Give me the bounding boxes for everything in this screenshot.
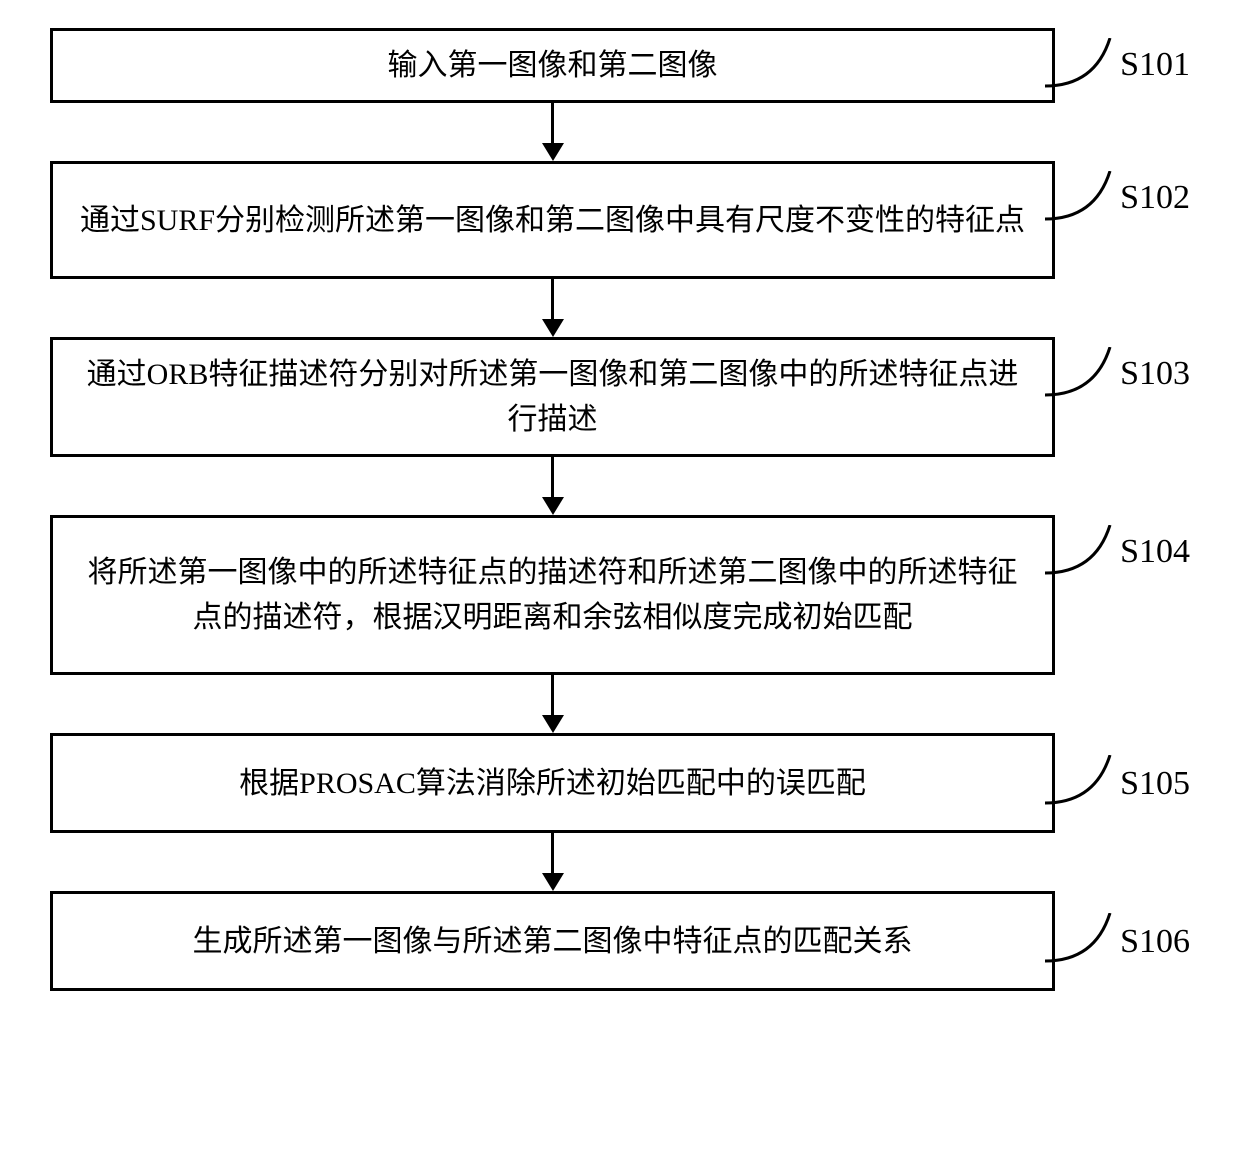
arrow-head-icon	[542, 143, 564, 161]
arrow-line	[551, 675, 554, 717]
flowchart-step-label: S101	[1120, 46, 1190, 84]
arrow-line	[551, 833, 554, 875]
flowchart-arrow	[50, 103, 1055, 161]
flowchart-step-row: 将所述第一图像中的所述特征点的描述符和所述第二图像中的所述特征点的描述符，根据汉…	[50, 515, 1190, 675]
flowchart-step-row: 通过SURF分别检测所述第一图像和第二图像中具有尺度不变性的特征点 S102	[50, 161, 1190, 279]
flowchart-step-label: S105	[1120, 765, 1190, 803]
arrow-head-icon	[542, 873, 564, 891]
arrow-line	[551, 457, 554, 499]
flowchart-step-row: 通过ORB特征描述符分别对所述第一图像和第二图像中的所述特征点进行描述 S103	[50, 337, 1190, 457]
flowchart-arrow	[50, 279, 1055, 337]
flowchart-step-label: S104	[1120, 533, 1190, 571]
arrow-line	[551, 279, 554, 321]
flowchart-step-label: S106	[1120, 923, 1190, 961]
flowchart-arrow	[50, 833, 1055, 891]
flowchart-step-box: 根据PROSAC算法消除所述初始匹配中的误匹配	[50, 733, 1055, 833]
flowchart-step-label: S103	[1120, 355, 1190, 393]
flowchart-step-box: 生成所述第一图像与所述第二图像中特征点的匹配关系	[50, 891, 1055, 991]
flowchart-step-box: 通过ORB特征描述符分别对所述第一图像和第二图像中的所述特征点进行描述	[50, 337, 1055, 457]
arrow-head-icon	[542, 319, 564, 337]
flowchart-step-row: 生成所述第一图像与所述第二图像中特征点的匹配关系 S106	[50, 891, 1190, 991]
flowchart-step-label: S102	[1120, 179, 1190, 217]
arrow-line	[551, 103, 554, 145]
arrow-head-icon	[542, 497, 564, 515]
flowchart-step-box: 将所述第一图像中的所述特征点的描述符和所述第二图像中的所述特征点的描述符，根据汉…	[50, 515, 1055, 675]
flowchart-step-row: 根据PROSAC算法消除所述初始匹配中的误匹配 S105	[50, 733, 1190, 833]
flowchart-step-row: 输入第一图像和第二图像 S101	[50, 28, 1190, 103]
flowchart-step-box: 通过SURF分别检测所述第一图像和第二图像中具有尺度不变性的特征点	[50, 161, 1055, 279]
flowchart-step-box: 输入第一图像和第二图像	[50, 28, 1055, 103]
flowchart-arrow	[50, 675, 1055, 733]
arrow-head-icon	[542, 715, 564, 733]
flowchart-arrow	[50, 457, 1055, 515]
flowchart-container: 输入第一图像和第二图像 S101 通过SURF分别检测所述第一图像和第二图像中具有尺…	[50, 28, 1190, 991]
